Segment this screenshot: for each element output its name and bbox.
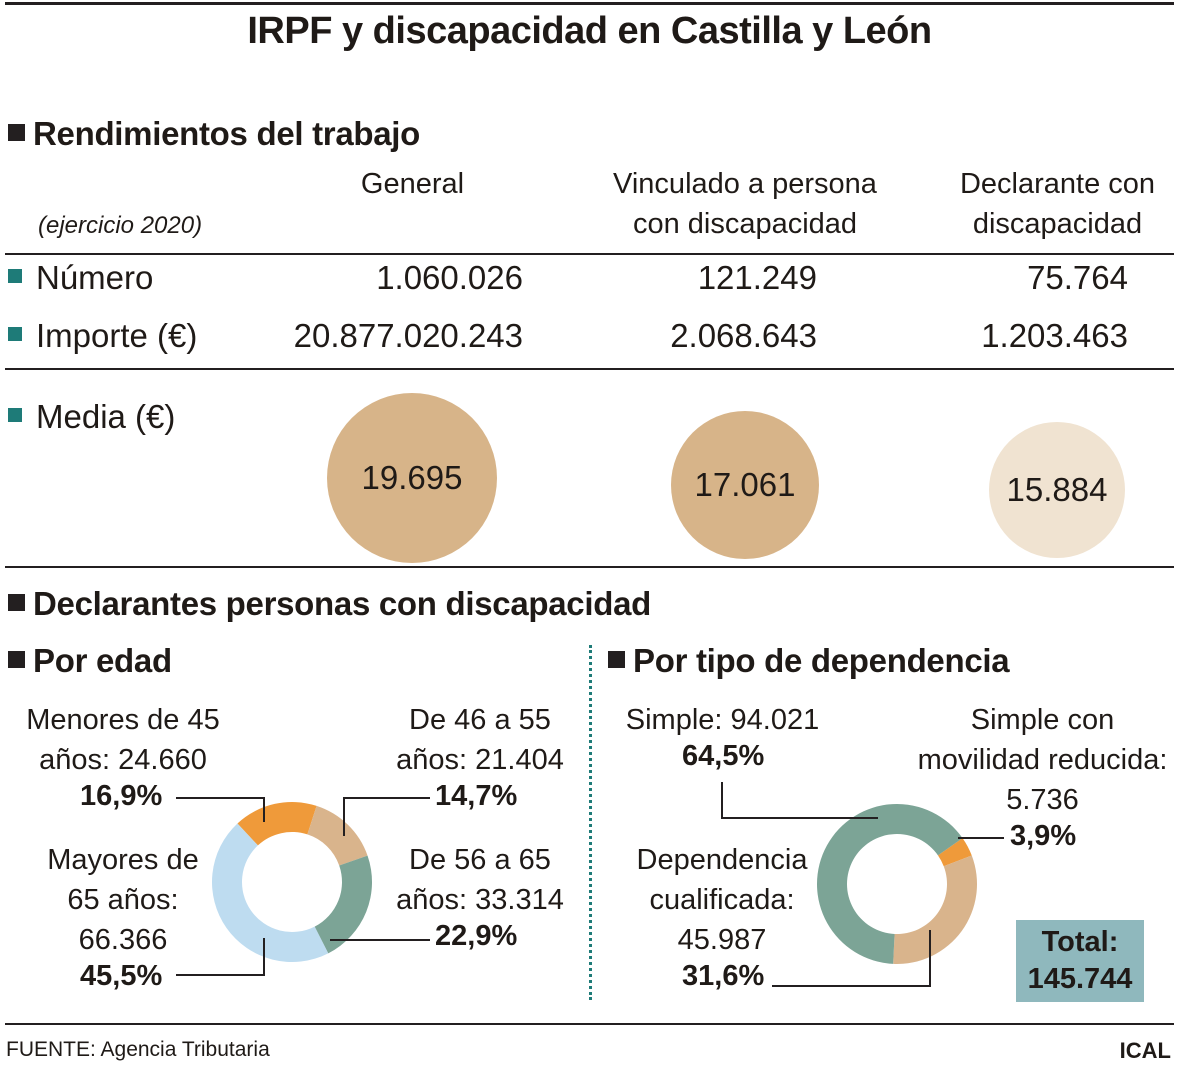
media-bubble: 15.884 <box>989 422 1125 558</box>
label-line: años: 33.314 <box>396 884 564 916</box>
donut-slice <box>211 823 329 963</box>
label-mayores-65: Mayores de 65 años: 66.366 <box>28 840 218 960</box>
leader-line <box>176 797 265 822</box>
label-56-65: De 56 a 65 años: 33.314 <box>380 840 580 920</box>
column-header-general: General <box>300 164 525 204</box>
square-bullet-icon <box>8 327 22 341</box>
source-note: FUENTE: Agencia Tributaria <box>6 1038 270 1061</box>
label-line: años: 21.404 <box>396 744 564 776</box>
label-line: Simple con <box>970 704 1115 736</box>
donut-por-edad <box>211 802 373 963</box>
leader-line <box>772 930 931 987</box>
square-bullet-icon <box>8 124 25 141</box>
column-header-vinculado: Vinculado a persona con discapacidad <box>590 164 900 244</box>
donut-por-tipo <box>816 804 977 964</box>
total-label: Total: <box>1041 926 1119 958</box>
label-simple: Simple: 94.021 <box>615 700 830 740</box>
label-line: movilidad reducida: <box>917 744 1168 776</box>
label-line: Dependencia <box>636 844 808 876</box>
media-bubble-value: 15.884 <box>1006 471 1108 508</box>
label-line: cualificada: <box>649 884 795 916</box>
media-bubble-value: 19.695 <box>361 459 463 496</box>
pct-56-65: 22,9% <box>435 920 518 952</box>
total-value: 145.744 <box>1027 963 1133 995</box>
label-simple-movilidad: Simple con movilidad reducida: 5.736 <box>910 700 1175 820</box>
pct-mayores-65: 45,5% <box>80 960 163 992</box>
leader-line <box>721 782 878 819</box>
pct-46-55: 14,7% <box>435 780 518 812</box>
pct-menores-45: 16,9% <box>80 780 163 812</box>
label-menores-45: Menores de 45 años: 24.660 <box>18 700 228 780</box>
donut-slice <box>816 804 963 964</box>
media-bubble-value: 17.061 <box>694 466 796 503</box>
square-bullet-icon <box>608 651 625 668</box>
cell-numero-declarante: 75.764 <box>1027 259 1128 296</box>
label-46-55: De 46 a 55 años: 21.404 <box>380 700 580 780</box>
label-line: 66.366 <box>78 924 168 956</box>
row-label-importe: Importe (€) <box>8 317 197 355</box>
label-line: Simple: 94.021 <box>625 704 820 736</box>
table-rule <box>5 253 1174 255</box>
table-rule <box>5 368 1174 370</box>
cell-importe-vinculado: 2.068.643 <box>670 317 817 354</box>
section-rule <box>5 566 1174 568</box>
page-title: IRPF y discapacidad en Castilla y León <box>247 10 932 52</box>
brand-logo: ICAL <box>1119 1038 1171 1063</box>
section-heading-declarantes: Declarantes personas con discapacidad <box>8 585 651 623</box>
footer-rule <box>5 1023 1174 1025</box>
subheading-por-edad: Por edad <box>8 642 172 680</box>
donut-slice <box>893 855 977 964</box>
subheading-por-tipo: Por tipo de dependencia <box>608 642 1010 680</box>
pct-simple-movilidad: 3,9% <box>1010 820 1077 852</box>
cell-importe-general: 20.877.020.243 <box>293 317 523 354</box>
donut-slice <box>237 802 317 846</box>
cell-importe-declarante: 1.203.463 <box>981 317 1128 354</box>
label-line: De 46 a 55 <box>409 704 551 736</box>
pct-dependencia-cualificada: 31,6% <box>682 960 765 992</box>
label-line: De 56 a 65 <box>409 844 551 876</box>
column-header-declarante: Declarante con discapacidad <box>930 164 1179 244</box>
media-bubble: 19.695 <box>327 393 497 563</box>
column-header-label: Vinculado a persona con discapacidad <box>613 168 877 240</box>
label-line: Mayores de <box>47 844 199 876</box>
media-bubble: 17.061 <box>671 411 819 559</box>
square-bullet-icon <box>8 408 22 422</box>
year-note: (ejercicio 2020) <box>38 212 203 239</box>
donut-slice <box>314 855 373 954</box>
total-box: Total: 145.744 <box>1016 920 1144 1002</box>
label-line: 65 años: <box>67 884 179 916</box>
square-bullet-icon <box>8 594 25 611</box>
leader-line <box>176 938 265 976</box>
pct-simple: 64,5% <box>682 740 765 772</box>
label-line: 45.987 <box>677 924 767 956</box>
leader-line <box>343 797 430 836</box>
cell-numero-general: 1.060.026 <box>376 259 523 296</box>
column-header-label: Declarante con discapacidad <box>959 168 1156 240</box>
label-line: Menores de 45 <box>26 704 220 736</box>
dotted-divider <box>589 645 592 1000</box>
label-line: años: 24.660 <box>39 744 207 776</box>
top-rule <box>5 2 1174 5</box>
donut-slice <box>937 838 972 867</box>
square-bullet-icon <box>8 651 25 668</box>
leader-lines <box>176 782 1004 987</box>
section-heading-rendimientos: Rendimientos del trabajo <box>8 115 420 153</box>
cell-numero-vinculado: 121.249 <box>697 259 817 296</box>
label-line: 5.736 <box>1006 784 1079 816</box>
row-label-media: Media (€) <box>8 398 175 436</box>
row-label-numero: Número <box>8 259 153 297</box>
donut-slice <box>307 805 368 866</box>
column-header-label: General <box>360 168 465 200</box>
square-bullet-icon <box>8 269 22 283</box>
label-dependencia-cualificada: Dependencia cualificada: 45.987 <box>622 840 822 960</box>
